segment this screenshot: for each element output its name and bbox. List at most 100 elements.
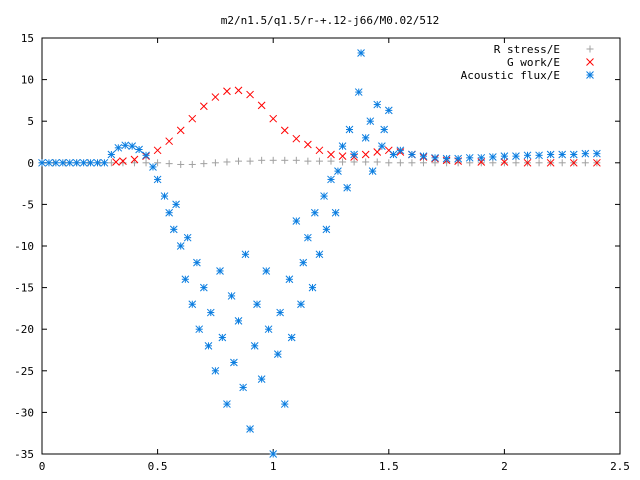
data-point <box>269 156 277 164</box>
data-point <box>339 158 347 166</box>
data-point <box>419 152 428 160</box>
data-point <box>114 143 123 152</box>
x-tick-label: 0.5 <box>148 460 168 473</box>
data-point <box>408 150 416 159</box>
data-point <box>304 233 312 242</box>
legend-marker <box>586 45 594 53</box>
data-point <box>257 101 266 110</box>
y-tick-label: 10 <box>21 74 34 87</box>
data-point <box>181 275 190 284</box>
data-point <box>442 154 451 163</box>
y-tick-label: -20 <box>14 323 34 336</box>
data-point <box>343 183 352 192</box>
data-point <box>292 156 300 164</box>
axes: 0 0.5 1 1.5 2 2.5 15 10 5 0 -5 -10 -15 -20 -25 -30 -35 <box>14 32 630 473</box>
data-point <box>223 400 231 408</box>
data-point <box>45 158 53 167</box>
data-point <box>86 158 95 167</box>
data-point <box>535 151 543 160</box>
data-point <box>276 308 284 317</box>
data-point <box>246 157 254 165</box>
data-point <box>257 375 266 383</box>
data-point <box>149 163 157 171</box>
data-point <box>264 325 273 334</box>
data-point <box>262 267 271 275</box>
x-tick-label: 2 <box>501 460 508 473</box>
data-point <box>350 158 358 166</box>
data-point <box>334 167 342 175</box>
data-point <box>165 208 174 217</box>
data-point <box>195 325 204 334</box>
data-point <box>315 250 324 259</box>
data-point <box>223 87 231 96</box>
data-point <box>199 102 208 111</box>
data-point <box>454 154 463 163</box>
data-point <box>361 150 370 159</box>
data-point <box>165 160 173 168</box>
data-point <box>216 267 224 275</box>
data-point <box>488 153 497 161</box>
x-tick-label: 1.5 <box>379 460 399 473</box>
data-point <box>177 160 185 168</box>
data-point <box>315 146 324 155</box>
data-point <box>327 175 335 184</box>
data-point <box>354 88 363 96</box>
data-point <box>211 93 220 101</box>
data-point <box>176 242 185 250</box>
data-point <box>235 157 243 165</box>
data-point <box>52 158 60 167</box>
data-point <box>130 155 139 164</box>
data-point <box>465 153 474 162</box>
data-marks <box>38 49 601 458</box>
data-point <box>384 106 393 115</box>
y-tick-label: 15 <box>21 32 34 45</box>
data-point <box>227 292 236 300</box>
data-point <box>338 142 347 151</box>
data-point <box>72 158 81 167</box>
data-point <box>310 208 319 217</box>
data-point <box>273 350 282 359</box>
legend-label: R stress/E <box>494 43 560 56</box>
data-point <box>183 233 192 242</box>
data-point <box>431 153 439 162</box>
data-point <box>250 341 259 350</box>
data-point <box>93 158 102 167</box>
data-point <box>396 146 405 155</box>
x-tick-label: 0 <box>39 460 46 473</box>
data-point <box>357 49 365 57</box>
data-point <box>234 86 243 95</box>
data-point <box>308 283 317 292</box>
data-point <box>142 151 150 160</box>
data-point <box>500 159 508 167</box>
data-point <box>380 125 389 134</box>
data-point <box>389 150 398 159</box>
data-point <box>287 333 296 342</box>
data-point <box>546 150 555 159</box>
data-point <box>119 157 127 165</box>
data-point <box>280 400 289 408</box>
y-tick-label: -10 <box>14 240 34 253</box>
data-point <box>285 275 294 284</box>
data-point <box>280 126 289 135</box>
y-tick-label: -25 <box>14 365 34 378</box>
data-point <box>176 126 185 135</box>
data-point <box>246 425 254 433</box>
chart-title: m2/n1.5/q1.5/r-+.12-j66/M0.02/512 <box>221 14 440 27</box>
data-point <box>218 333 227 342</box>
data-point <box>135 145 143 154</box>
x-tick-label: 1 <box>270 460 277 473</box>
data-point <box>546 158 555 167</box>
data-point <box>200 160 208 168</box>
data-point <box>165 137 174 146</box>
data-point <box>345 125 354 134</box>
data-point <box>558 159 566 167</box>
data-point <box>269 450 278 458</box>
data-point <box>320 192 328 200</box>
data-point <box>188 300 197 309</box>
data-point <box>130 159 138 167</box>
data-point <box>297 300 305 309</box>
data-point <box>119 159 127 167</box>
legend-marker <box>586 58 594 66</box>
data-point <box>327 157 335 165</box>
